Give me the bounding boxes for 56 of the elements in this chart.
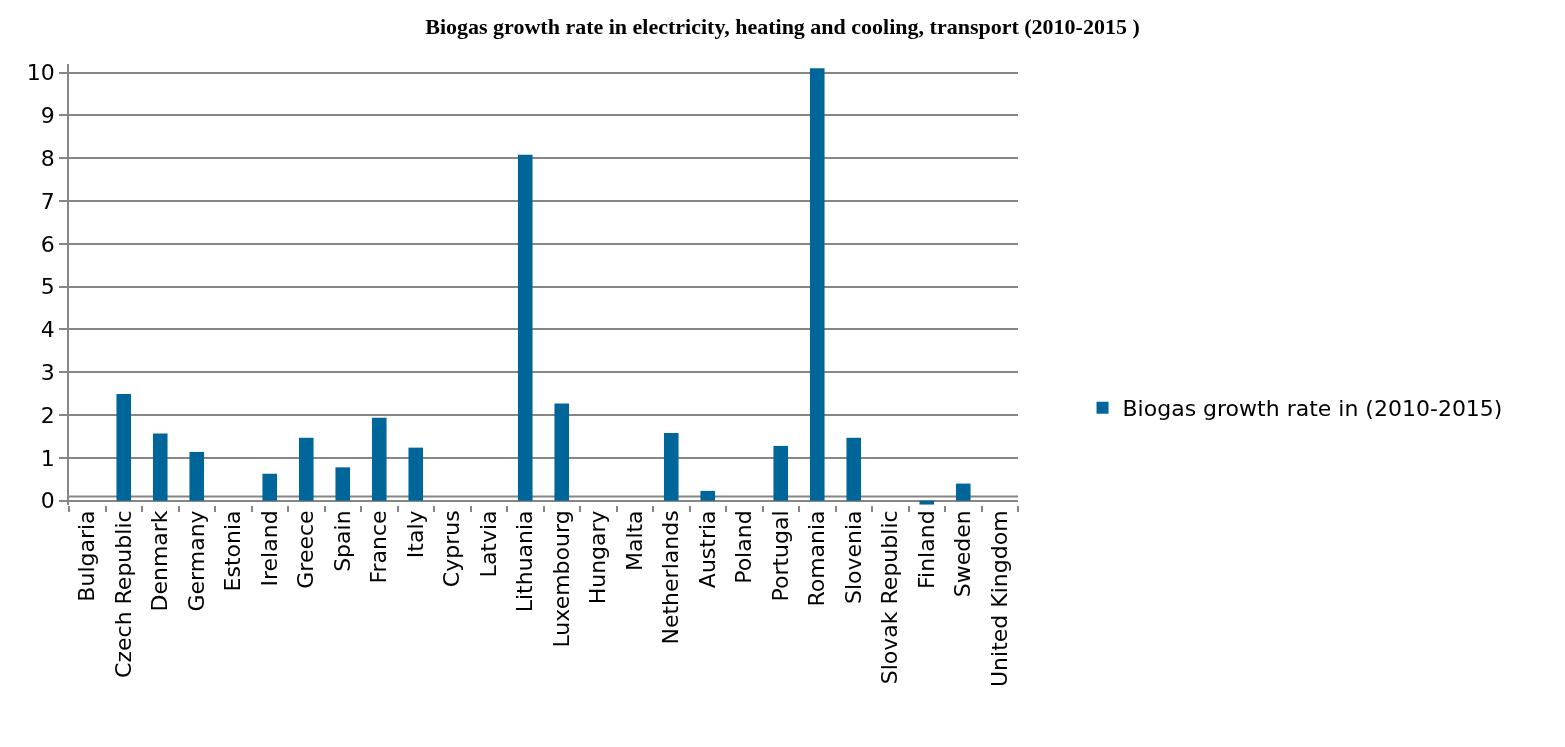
x-tick-label: Austria	[694, 510, 720, 589]
x-tick-label: Cyprus	[439, 510, 465, 588]
x-tick-label: Bulgaria	[74, 510, 100, 602]
bar	[152, 433, 168, 501]
y-tick-label: 2	[40, 402, 55, 428]
y-tick-label: 10	[26, 60, 55, 86]
bar	[955, 483, 971, 501]
y-tick-label: 0	[40, 488, 55, 514]
x-tick-label: Slovak Republic	[877, 510, 903, 685]
x-tick-label: Netherlands	[658, 510, 684, 645]
bar	[554, 403, 570, 501]
x-tick-label: Romania	[804, 510, 830, 607]
x-tick-label: Finland	[913, 510, 939, 590]
y-tick-label: 8	[40, 145, 55, 171]
x-tick-label: Slovenia	[840, 510, 866, 605]
bar	[371, 417, 387, 501]
legend-label: Biogas growth rate in (2010-2015)	[1122, 396, 1503, 422]
x-tick-label: Latvia	[475, 510, 501, 578]
chart-title: Biogas growth rate in electricity, heating and cooling, transport (2010-2015 )	[425, 14, 1140, 40]
x-tick-label: Czech Republic	[110, 510, 136, 678]
y-tick-label: 9	[40, 103, 55, 129]
bar	[116, 394, 132, 501]
x-tick-label: Sweden	[950, 510, 976, 598]
y-tick-label: 1	[40, 445, 55, 471]
bar	[262, 473, 278, 501]
y-tick-label: 5	[40, 274, 55, 300]
x-tick-label: Lithuania	[512, 510, 538, 613]
bar	[663, 433, 679, 501]
x-tick-label: Denmark	[147, 510, 173, 612]
y-tick-label: 4	[40, 317, 55, 343]
bar	[809, 68, 825, 501]
bar	[517, 154, 533, 501]
bar	[919, 500, 935, 505]
x-tick-label: Poland	[731, 510, 757, 584]
bar	[335, 467, 351, 501]
x-tick-label: Malta	[621, 510, 647, 572]
y-tick-label: 3	[40, 359, 55, 385]
bar	[700, 490, 716, 501]
bar	[773, 445, 789, 501]
x-tick-label: Germany	[183, 510, 209, 612]
x-tick-label: France	[366, 510, 392, 584]
x-tick-label: Portugal	[767, 510, 793, 602]
x-tick-label: Luxembourg	[548, 510, 574, 648]
x-tick-label: Greece	[293, 510, 319, 589]
x-tick-label: Hungary	[585, 510, 611, 605]
x-tick-label: Ireland	[256, 510, 282, 587]
x-tick-label: United Kingdom	[986, 510, 1012, 687]
bar	[408, 447, 424, 501]
y-tick-label: 6	[40, 231, 55, 257]
bar	[846, 437, 862, 501]
bar	[189, 451, 205, 501]
x-tick-label: Spain	[329, 510, 355, 572]
x-tick-label: Italy	[402, 510, 428, 559]
x-tick-label: Estonia	[220, 510, 246, 592]
bar	[298, 437, 314, 501]
y-tick-label: 7	[40, 188, 55, 214]
